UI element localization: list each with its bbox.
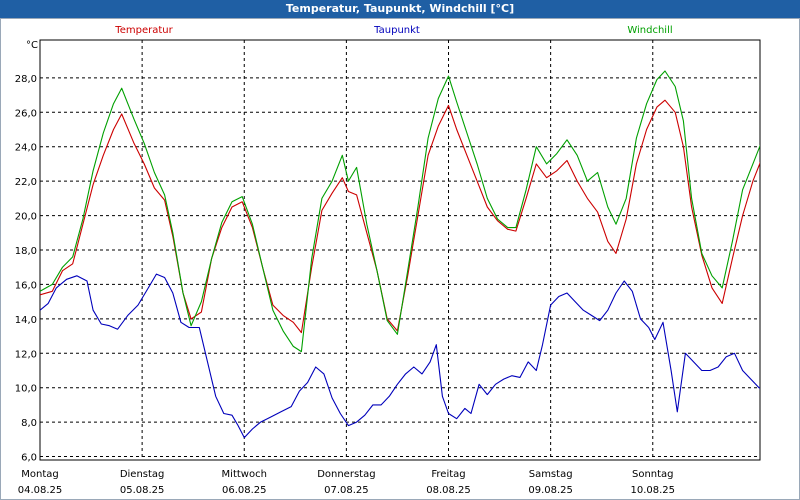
- legend-temperatur: Temperatur: [115, 25, 173, 36]
- x-tick-weekday: Montag: [21, 469, 58, 480]
- x-tick-weekday: Freitag: [431, 469, 465, 480]
- y-tick-label: 24,0: [15, 143, 37, 154]
- y-tick-label: 8,0: [21, 418, 37, 429]
- y-tick-label: 20,0: [15, 212, 37, 223]
- legend-taupunkt: Taupunkt: [374, 25, 420, 36]
- x-tick-weekday: Dienstag: [120, 469, 165, 480]
- x-tick-date: 07.08.25: [324, 485, 369, 496]
- x-tick-weekday: Samstag: [529, 469, 573, 480]
- chart-title: Temperatur, Taupunkt, Windchill [°C]: [0, 0, 800, 18]
- x-tick-date: 04.08.25: [18, 485, 63, 496]
- x-tick-weekday: Mittwoch: [222, 469, 267, 480]
- y-axis-label: °C: [26, 40, 38, 51]
- x-tick-date: 05.08.25: [120, 485, 165, 496]
- y-tick-label: 18,0: [15, 246, 37, 257]
- y-tick-label: 10,0: [15, 384, 37, 395]
- x-tick-weekday: Donnerstag: [317, 469, 375, 480]
- x-tick-weekday: Sonntag: [632, 469, 674, 480]
- y-tick-label: 6,0: [21, 453, 37, 464]
- x-tick-date: 08.08.25: [426, 485, 471, 496]
- y-tick-label: 14,0: [15, 315, 37, 326]
- x-tick-date: 10.08.25: [631, 485, 676, 496]
- y-tick-label: 16,0: [15, 280, 37, 291]
- series-line-taupunkt: [40, 273, 760, 439]
- x-tick-date: 09.08.25: [528, 485, 573, 496]
- legend-windchill: Windchill: [627, 25, 673, 36]
- y-tick-label: 28,0: [15, 74, 37, 85]
- y-tick-label: 12,0: [15, 349, 37, 360]
- y-tick-label: 26,0: [15, 108, 37, 119]
- series-line-windchill: [40, 70, 760, 353]
- x-tick-date: 06.08.25: [222, 485, 267, 496]
- series-line-temperatur: [40, 99, 760, 334]
- y-tick-label: 22,0: [15, 177, 37, 188]
